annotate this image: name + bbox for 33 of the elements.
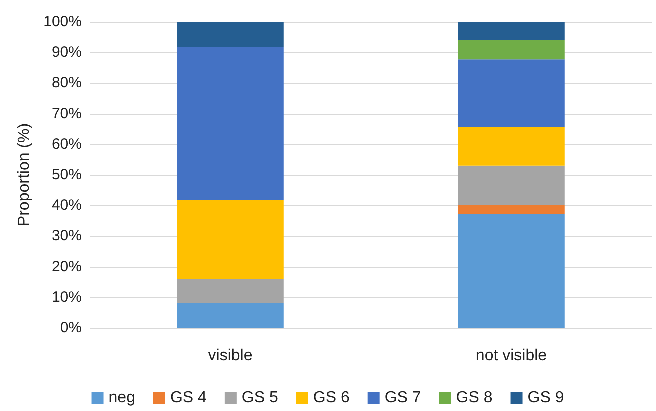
y-tick-label: 50%: [52, 166, 82, 184]
bar: [177, 279, 284, 304]
bar: [458, 22, 565, 40]
y-tick-label: 20%: [52, 258, 82, 276]
bar: [458, 214, 565, 328]
legend-label: GS 5: [242, 390, 278, 406]
bar: [177, 200, 284, 280]
legend-label: neg: [108, 390, 136, 406]
legend-label: GS 4: [170, 390, 208, 406]
legend-label: GS 9: [528, 390, 564, 406]
bar: [458, 127, 565, 166]
y-axis-title: Proportion (%): [16, 123, 34, 227]
bar: [177, 22, 284, 48]
x-tick-label: not visible: [476, 348, 548, 364]
bar: [177, 47, 284, 200]
y-tick-label: 90%: [52, 44, 82, 62]
y-tick-label: 30%: [52, 228, 82, 245]
bar: [177, 304, 284, 328]
y-tick-label: 80%: [52, 74, 82, 92]
y-tick-label: 70%: [52, 105, 82, 122]
y-tick-label: 10%: [52, 288, 82, 306]
bar: [458, 204, 565, 214]
y-tick-label: 40%: [52, 197, 82, 214]
x-tick-label: visible: [208, 348, 253, 364]
y-tick-label: 60%: [52, 136, 82, 153]
bar: [458, 60, 565, 128]
bar: [458, 40, 565, 60]
legend-label: GS 7: [384, 390, 422, 406]
bar: [458, 166, 565, 205]
y-tick-label: 100%: [44, 14, 82, 30]
legend-label: GS 6: [313, 390, 350, 406]
y-tick-label: 0%: [60, 320, 82, 336]
legend-label: GS 8: [456, 390, 493, 406]
